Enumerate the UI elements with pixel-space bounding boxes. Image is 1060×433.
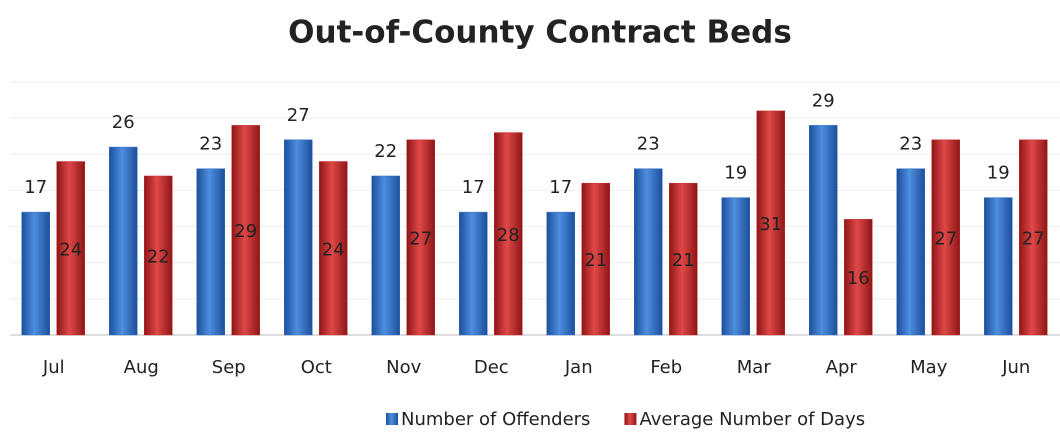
x-tick-label: Oct [301, 357, 332, 378]
x-tick-label: May [910, 357, 948, 378]
data-label: 22 [374, 141, 397, 162]
bar [406, 139, 435, 336]
bar [21, 211, 50, 336]
data-label: 22 [147, 246, 170, 267]
data-label: 17 [462, 177, 485, 198]
bar [931, 139, 960, 336]
x-tick-label: Sep [212, 357, 246, 378]
bar [581, 182, 610, 336]
x-tick-label: Nov [386, 357, 421, 378]
bar [546, 211, 575, 336]
bar [319, 161, 348, 336]
bar [196, 168, 225, 336]
x-tick-label: Jul [42, 357, 65, 378]
bar [634, 168, 663, 336]
x-tick-label: Feb [650, 357, 682, 378]
bar [756, 110, 785, 336]
bar [984, 197, 1013, 336]
x-tick-label: Apr [826, 357, 858, 378]
data-label: 23 [199, 134, 222, 155]
bar [284, 139, 313, 336]
bar [721, 197, 750, 336]
bar [231, 125, 260, 336]
data-label: 27 [934, 228, 957, 249]
data-label: 19 [987, 163, 1010, 184]
legend-label: Number of Offenders [401, 409, 590, 430]
legend-swatch [386, 413, 398, 425]
bar [144, 175, 173, 336]
data-label: 17 [549, 177, 572, 198]
bar [109, 146, 138, 336]
bar [1019, 139, 1048, 336]
bar [844, 219, 873, 336]
data-label: 21 [584, 250, 607, 271]
bar [371, 175, 400, 336]
bar [809, 125, 838, 336]
data-label: 23 [899, 134, 922, 155]
data-label: 27 [287, 105, 310, 126]
data-label: 17 [24, 177, 47, 198]
data-label: 27 [1022, 228, 1045, 249]
data-label: 29 [812, 90, 835, 111]
x-tick-label: Dec [474, 357, 509, 378]
legend-label: Average Number of Days [639, 409, 865, 430]
data-label: 24 [59, 239, 82, 260]
x-tick-label: Jun [1001, 357, 1030, 378]
bar [896, 168, 925, 336]
bar [56, 161, 85, 336]
data-label: 19 [724, 163, 747, 184]
data-label: 31 [759, 214, 782, 235]
x-tick-label: Aug [124, 357, 159, 378]
chart-title: Out-of-County Contract Beds [288, 15, 792, 51]
data-label: 23 [637, 134, 660, 155]
data-label: 27 [409, 228, 432, 249]
x-tick-label: Mar [737, 357, 772, 378]
legend-swatch [624, 413, 637, 425]
bar [459, 211, 488, 336]
data-label: 28 [497, 225, 520, 246]
data-label: 21 [672, 250, 695, 271]
data-label: 24 [322, 239, 345, 260]
x-tick-label: Jan [564, 357, 593, 378]
data-label: 29 [234, 221, 257, 242]
bar [494, 132, 523, 336]
bar [669, 182, 698, 336]
data-label: 26 [112, 112, 135, 133]
data-label: 16 [847, 268, 870, 289]
